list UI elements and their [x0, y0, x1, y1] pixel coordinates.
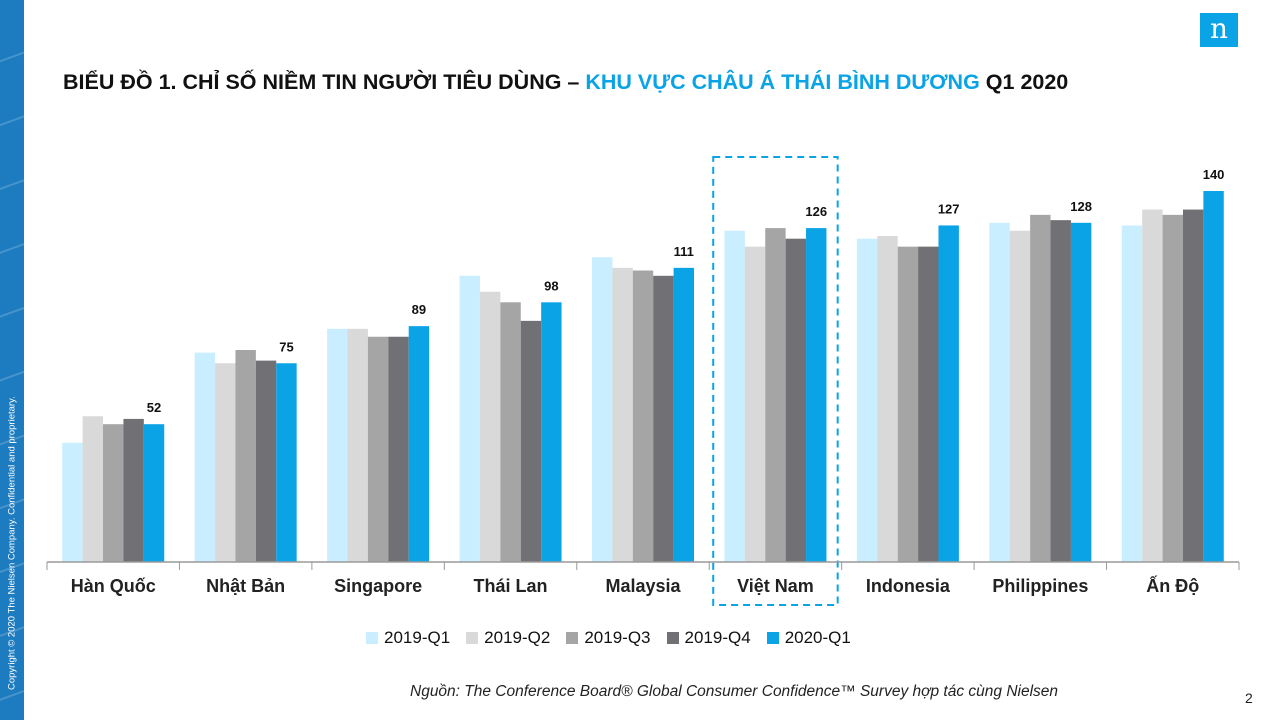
bar [255, 360, 277, 562]
bar [1009, 230, 1031, 562]
legend-swatch [766, 632, 779, 644]
bar [1162, 214, 1183, 562]
title-prefix: BIỂU ĐỒ 1. CHỈ SỐ NIỀM TIN NGƯỜI TIÊU DÙ… [63, 70, 586, 94]
bar [989, 222, 1010, 563]
x-tick-label: Thái Lan [474, 576, 548, 596]
side-band [0, 0, 24, 720]
bar [1182, 209, 1204, 563]
x-tick-label: Nhật Bản [206, 576, 285, 596]
bar [724, 230, 745, 562]
bar [592, 257, 613, 562]
bar [235, 350, 256, 562]
bar [1142, 209, 1163, 563]
bar [520, 320, 542, 562]
bar [1070, 222, 1092, 563]
legend-label: 2019-Q4 [684, 628, 751, 647]
data-label: 140 [1203, 167, 1225, 182]
bar [856, 238, 878, 562]
bar [1050, 220, 1071, 562]
x-tick-label: Indonesia [866, 576, 951, 596]
legend-item: 2019-Q4 [666, 628, 751, 648]
legend-item: 2019-Q1 [366, 628, 450, 648]
data-label: 111 [674, 244, 694, 259]
legend-swatch [466, 632, 479, 644]
legend-swatch [366, 632, 378, 644]
bar [123, 418, 144, 562]
chart-legend: 2019-Q1 2019-Q2 2019-Q3 2019-Q4 2020-Q1 [366, 628, 851, 648]
x-tick-label: Malaysia [605, 576, 681, 596]
legend-item: 2019-Q3 [566, 628, 651, 648]
bar [632, 270, 654, 562]
data-label: 98 [544, 278, 558, 293]
legend-swatch [566, 632, 579, 644]
bar [103, 424, 124, 562]
bar [744, 246, 766, 562]
bar [806, 228, 827, 562]
data-label: 89 [412, 302, 426, 317]
bar [388, 336, 409, 562]
bar [479, 291, 501, 562]
bar [1121, 225, 1143, 562]
bar [1030, 214, 1051, 562]
bar [408, 326, 430, 562]
bar [918, 246, 939, 562]
data-label: 75 [279, 339, 293, 354]
bar [143, 424, 165, 562]
x-tick-label: Singapore [334, 576, 422, 596]
bar [276, 363, 297, 562]
data-label: 128 [1070, 199, 1092, 214]
bar [653, 275, 674, 562]
bar [1203, 191, 1224, 562]
x-tick-label: Việt Nam [737, 576, 814, 596]
bar [938, 225, 959, 562]
bar [215, 363, 236, 562]
legend-item: 2020-Q1 [766, 628, 851, 648]
title-highlight: KHU VỰC CHÂU Á THÁI BÌNH DƯƠNG [585, 70, 980, 94]
bar [765, 228, 786, 562]
x-tick-label: Ấn Độ [1146, 575, 1199, 596]
legend-label: 2019-Q2 [484, 628, 551, 647]
bar [62, 442, 83, 562]
highlight-box [712, 156, 839, 606]
bar [327, 328, 348, 562]
bar [541, 302, 562, 562]
bar [897, 246, 919, 562]
chart-title: BIỂU ĐỒ 1. CHỈ SỐ NIỀM TIN NGƯỜI TIÊU DÙ… [63, 70, 1068, 95]
bar [194, 352, 216, 562]
source-note: Nguồn: The Conference Board® Global Cons… [410, 683, 1059, 700]
title-suffix: Q1 2020 [979, 70, 1069, 94]
data-label: 127 [938, 201, 960, 216]
nielsen-logo-icon: n [1200, 13, 1238, 47]
x-tick-label: Philippines [992, 576, 1088, 596]
data-label: 52 [147, 400, 161, 415]
data-label: 126 [805, 204, 827, 219]
bar [785, 238, 807, 562]
bar [612, 267, 633, 562]
legend-label: 2019-Q1 [384, 628, 451, 647]
page-number: 2 [1245, 690, 1253, 706]
legend-item: 2019-Q2 [466, 628, 550, 648]
legend-label: 2020-Q1 [784, 628, 851, 647]
bar [500, 302, 521, 562]
bar [673, 267, 694, 562]
bar [367, 336, 389, 562]
bar [877, 236, 898, 563]
bar [347, 328, 368, 562]
legend-swatch [666, 632, 679, 644]
x-tick-label: Hàn Quốc [71, 576, 156, 596]
bar [82, 416, 104, 562]
bar [459, 275, 480, 562]
legend-label: 2019-Q3 [584, 628, 651, 647]
